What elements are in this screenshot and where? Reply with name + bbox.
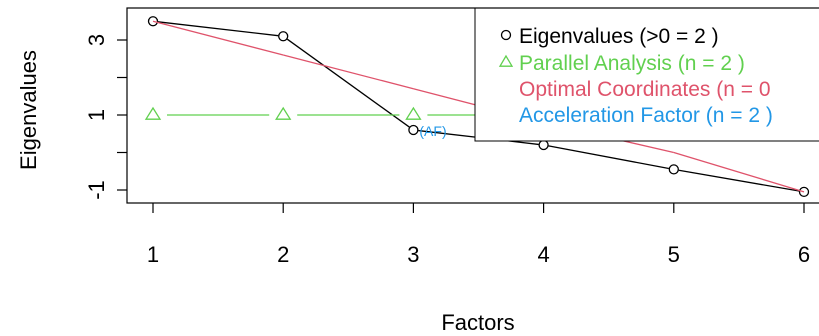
axes: 1 2 3 4 5 6 -1 1 3 — [84, 7, 819, 267]
series-1-point-2 — [405, 106, 422, 120]
series-1-point-1 — [275, 106, 292, 120]
series-1-point-0 — [144, 106, 162, 120]
series-0-point-1 — [278, 31, 289, 42]
legend-label-0: Eigenvalues (>0 = 2 ) — [519, 25, 719, 48]
legend-label-1: Parallel Analysis (n = 2 ) — [519, 52, 745, 75]
series-0-segment-3 — [548, 145, 670, 170]
plot-frame — [126, 7, 819, 204]
series-0-segment-0 — [157, 21, 279, 37]
y-tick-label--1: -1 — [84, 180, 109, 200]
series-2-segment-4 — [673, 151, 805, 193]
legend-label-2: Optimal Coordinates (n = 0 — [519, 78, 771, 101]
series-0-segment-4 — [678, 169, 800, 192]
y-tick-label-1: 1 — [84, 109, 109, 121]
legend-symbol-0 — [500, 29, 512, 41]
x-axis-title: Factors — [441, 310, 514, 335]
y-tick-label-3: 3 — [84, 34, 109, 46]
series-0-segment-1 — [286, 38, 410, 128]
x-tick-label-1: 1 — [147, 242, 159, 267]
series-0-point-4 — [668, 164, 679, 175]
x-tick-label-5: 5 — [668, 242, 680, 267]
legend-label-3: Acceleration Factor (n = 2 ) — [519, 104, 773, 127]
x-tick-label-4: 4 — [537, 242, 549, 267]
series-2-segment-1 — [283, 54, 414, 90]
legend: Eigenvalues (>0 = 2 ) Parallel Analysis (… — [474, 7, 819, 142]
x-tick-label-2: 2 — [277, 242, 289, 267]
series-0-point-2 — [408, 124, 419, 136]
series-0-point-5 — [798, 186, 810, 198]
series-0-point-3 — [538, 139, 549, 151]
series-2-segment-0 — [152, 20, 284, 56]
y-axis-title: Eigenvalues — [16, 50, 41, 170]
series-0-point-0 — [147, 16, 159, 27]
legend-symbol-1 — [498, 54, 514, 67]
x-tick-label-3: 3 — [407, 242, 419, 267]
x-tick-label-6: 6 — [798, 242, 810, 267]
legend-box — [474, 7, 819, 142]
annotation-0: (AF) — [419, 123, 446, 139]
